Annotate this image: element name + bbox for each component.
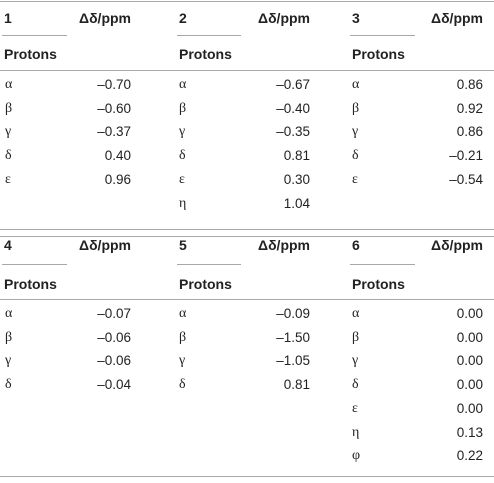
shift-value: –0.54 xyxy=(449,171,483,187)
proton-label: β xyxy=(5,329,13,345)
table-rule xyxy=(0,1,494,2)
delta-ppm-header: Δδ/ppm xyxy=(258,237,310,253)
protons-rule xyxy=(0,70,494,71)
compound-label: 6 xyxy=(352,237,360,253)
proton-label: ε xyxy=(179,171,185,187)
shift-value: –0.07 xyxy=(97,306,131,321)
delta-ppm-header: Δδ/ppm xyxy=(79,10,131,26)
shift-value: 0.00 xyxy=(456,400,483,416)
compound-label: 4 xyxy=(4,237,12,253)
table-rule xyxy=(0,476,494,477)
proton-label: ε xyxy=(352,400,358,416)
proton-label: γ xyxy=(5,124,12,140)
shift-value: –0.37 xyxy=(97,124,131,140)
protons-header: Protons xyxy=(179,46,232,62)
shift-value: 0.81 xyxy=(283,377,310,393)
compound-label: 2 xyxy=(179,10,187,26)
header-subrule xyxy=(177,35,241,36)
shift-value: 0.30 xyxy=(283,171,310,187)
proton-label: γ xyxy=(179,353,186,369)
proton-label: β xyxy=(179,100,187,116)
proton-label: δ xyxy=(352,148,359,164)
delta-ppm-header: Δδ/ppm xyxy=(258,10,310,26)
header-subrule xyxy=(2,35,67,36)
shift-value: 0.00 xyxy=(456,377,483,393)
protons-rule xyxy=(0,299,494,300)
proton-label: η xyxy=(179,195,187,211)
proton-label: ε xyxy=(352,171,358,187)
delta-ppm-header: Δδ/ppm xyxy=(431,10,483,26)
proton-label: α xyxy=(352,77,360,92)
shift-value: 0.00 xyxy=(456,329,483,345)
shift-value: 0.22 xyxy=(456,448,483,464)
shift-value: –0.06 xyxy=(97,353,131,369)
proton-label: β xyxy=(352,329,360,345)
proton-label: δ xyxy=(179,377,186,393)
shift-value: –0.40 xyxy=(276,100,310,116)
proton-label: γ xyxy=(179,124,186,140)
header-subrule xyxy=(2,264,67,265)
proton-label: γ xyxy=(5,353,12,369)
header-subrule xyxy=(350,35,415,36)
header-subrule xyxy=(177,264,241,265)
proton-label: α xyxy=(179,77,187,92)
shift-value: 1.04 xyxy=(283,195,310,211)
proton-label: η xyxy=(352,424,360,440)
protons-header: Protons xyxy=(4,276,57,292)
shift-value: –0.04 xyxy=(97,377,131,393)
shift-value: 0.81 xyxy=(283,148,310,164)
shift-value: 0.86 xyxy=(456,77,483,92)
protons-header: Protons xyxy=(352,276,405,292)
proton-label: δ xyxy=(352,377,359,393)
proton-label: δ xyxy=(5,148,12,164)
header-subrule xyxy=(350,264,415,265)
proton-label: β xyxy=(5,100,13,116)
shift-value: 0.92 xyxy=(456,100,483,116)
proton-label: α xyxy=(179,306,187,321)
proton-label: β xyxy=(179,329,187,345)
shift-value: 0.13 xyxy=(456,424,483,440)
proton-label: γ xyxy=(352,353,359,369)
proton-label: φ xyxy=(352,448,361,464)
delta-ppm-header: Δδ/ppm xyxy=(79,237,131,253)
compound-label: 1 xyxy=(4,10,12,26)
shift-value: –0.06 xyxy=(97,329,131,345)
proton-label: δ xyxy=(179,148,186,164)
proton-label: α xyxy=(5,77,13,92)
shift-value: 0.96 xyxy=(104,171,131,187)
shift-value: 0.00 xyxy=(456,306,483,321)
compound-label: 3 xyxy=(352,10,360,26)
proton-label: γ xyxy=(352,124,359,140)
shift-value: –0.60 xyxy=(97,100,131,116)
protons-header: Protons xyxy=(4,46,57,62)
shift-value: 0.86 xyxy=(456,124,483,140)
proton-label: α xyxy=(352,306,360,321)
shift-value: –1.50 xyxy=(276,329,310,345)
proton-label: ε xyxy=(5,171,11,187)
shift-value: 0.40 xyxy=(104,148,131,164)
protons-header: Protons xyxy=(179,276,232,292)
shift-value: –0.09 xyxy=(276,306,310,321)
delta-ppm-header: Δδ/ppm xyxy=(431,237,483,253)
shift-value: –0.70 xyxy=(97,77,131,92)
table-rule xyxy=(0,229,494,230)
compound-label: 5 xyxy=(179,237,187,253)
protons-header: Protons xyxy=(352,46,405,62)
shift-value: –0.21 xyxy=(449,148,483,164)
shift-value: 0.00 xyxy=(456,353,483,369)
proton-label: α xyxy=(5,306,13,321)
proton-label: β xyxy=(352,100,360,116)
table-rule xyxy=(0,236,494,237)
shift-value: –1.05 xyxy=(276,353,310,369)
proton-label: δ xyxy=(5,377,12,393)
shift-value: –0.35 xyxy=(276,124,310,140)
shift-value: –0.67 xyxy=(276,77,310,92)
